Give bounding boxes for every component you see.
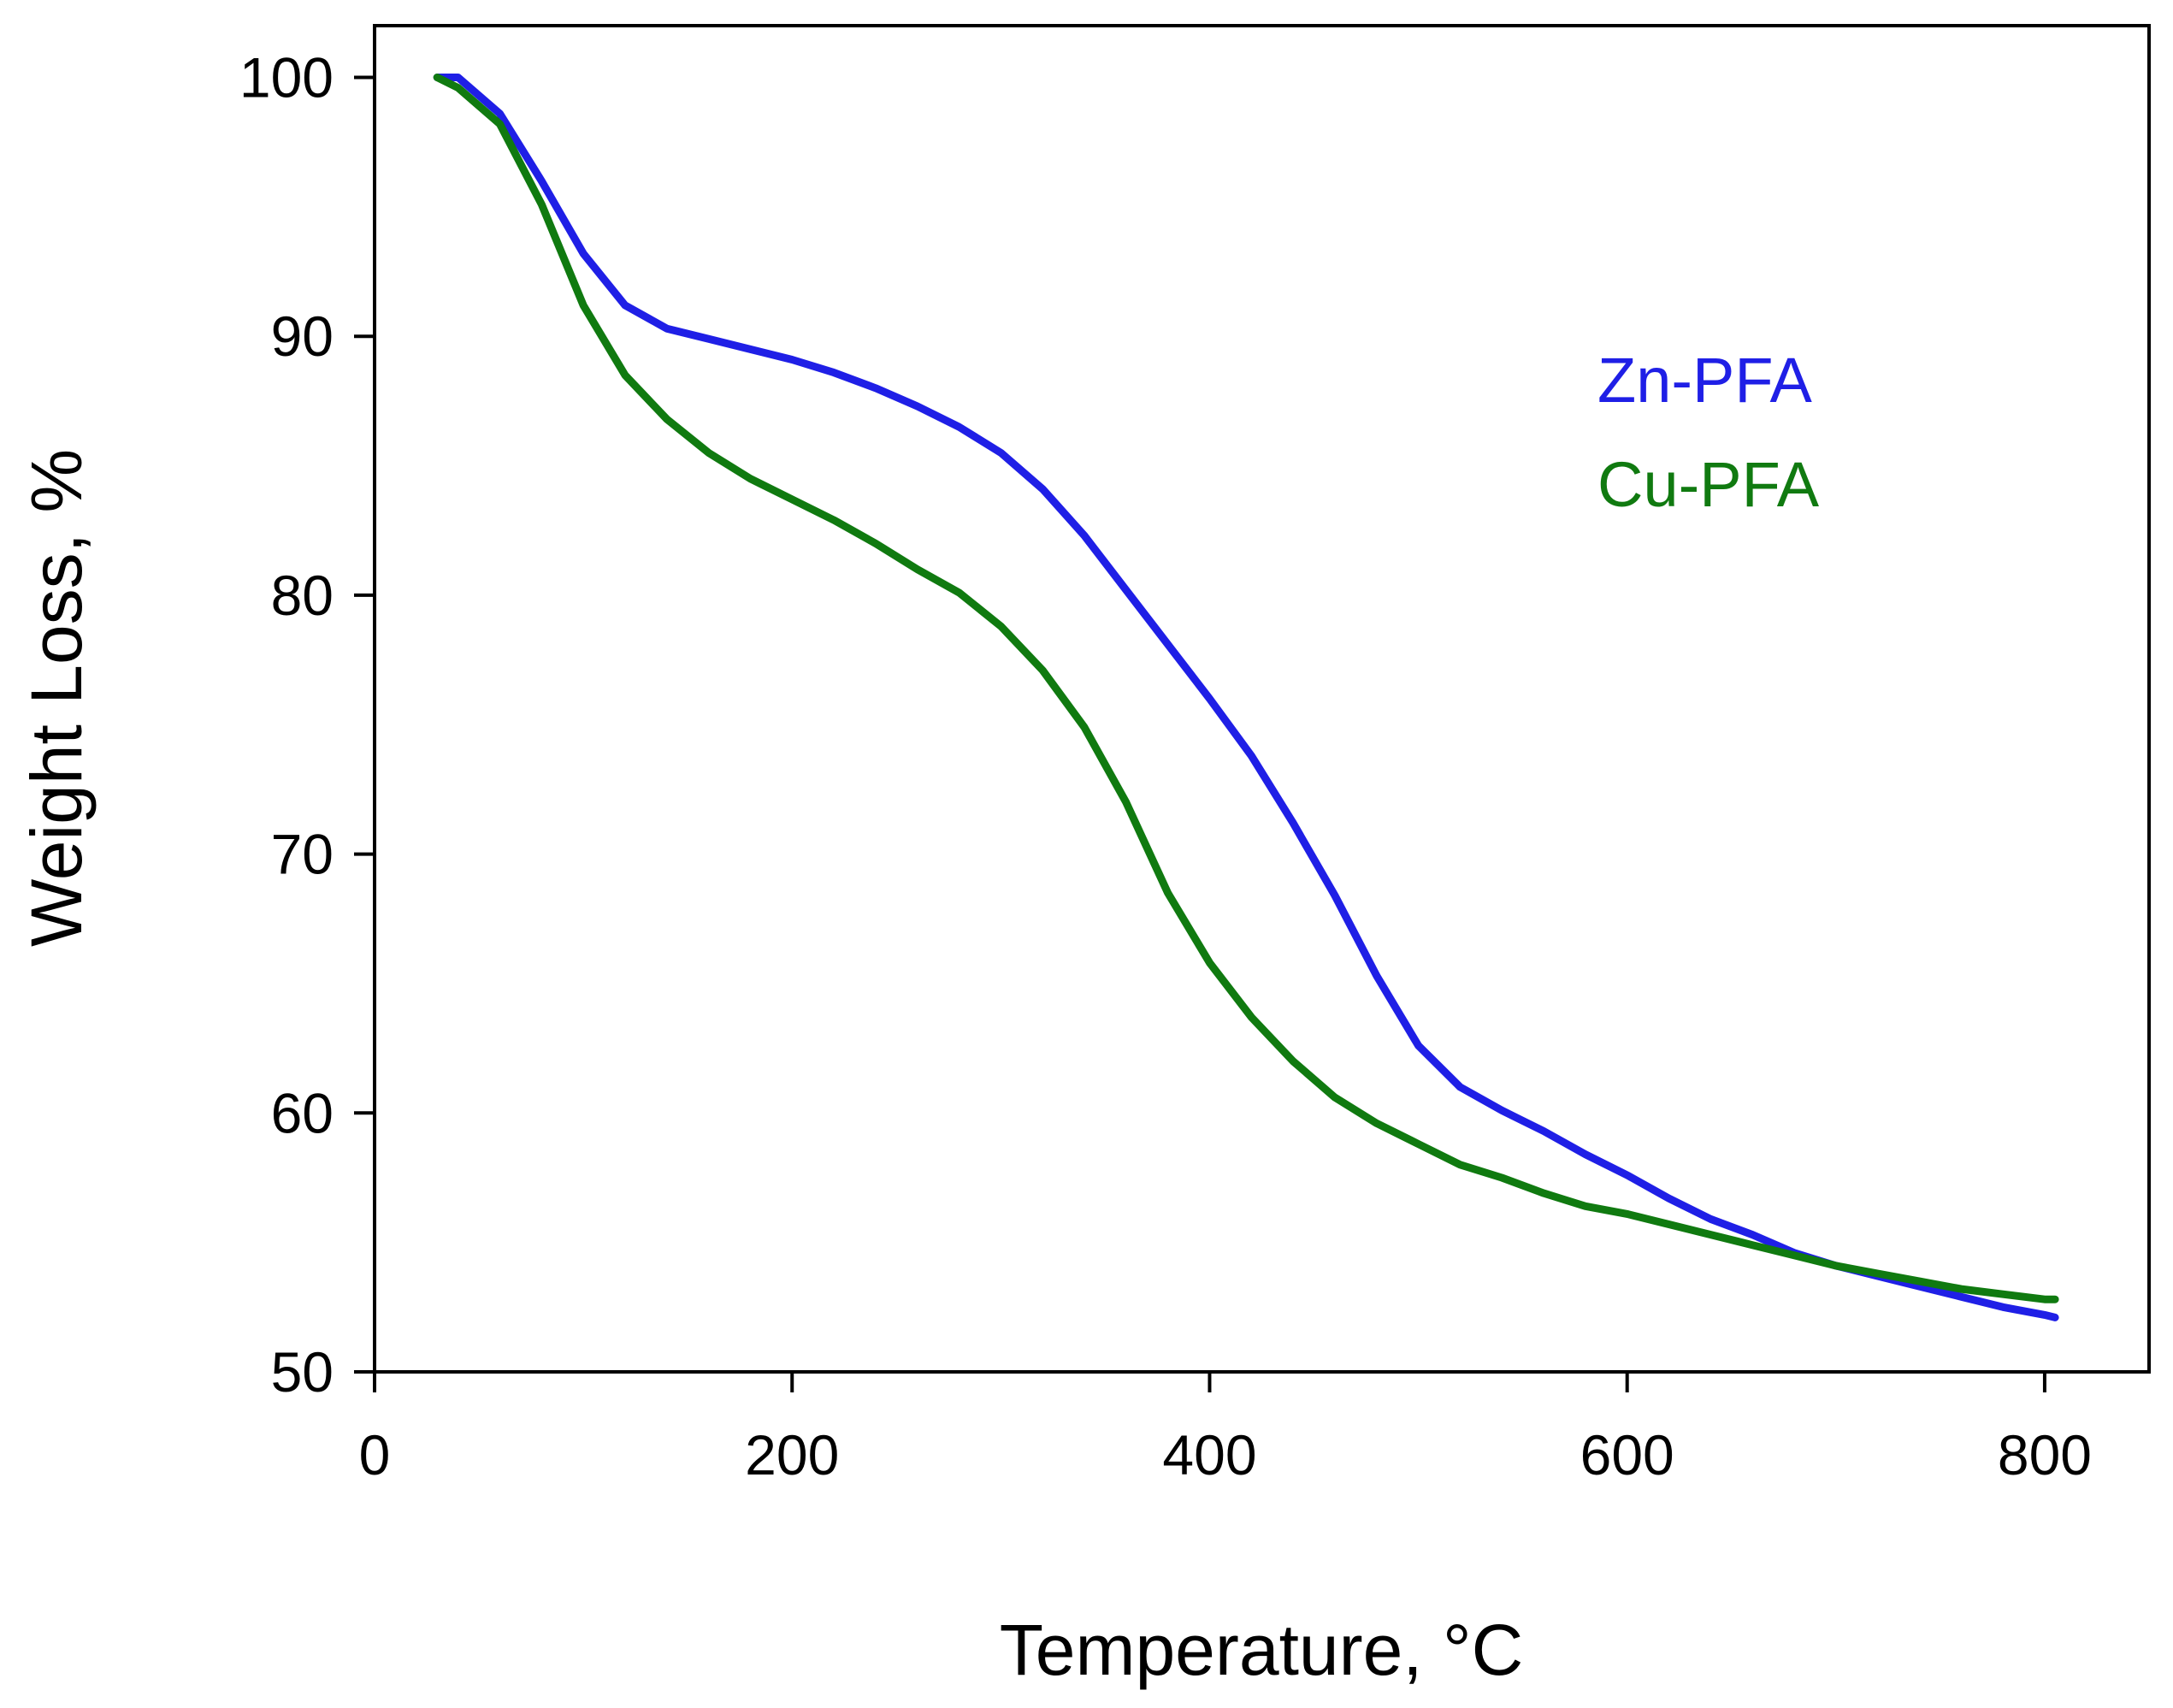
x-tick-label: 400 (1162, 1423, 1256, 1486)
x-tick-label: 800 (1998, 1423, 2092, 1486)
y-tick-label: 90 (271, 304, 334, 368)
x-axis-title: Temperature, °C (1000, 1610, 1524, 1690)
y-axis: 50 60 70 80 90 100 (239, 46, 375, 1404)
legend-cu-pfa: Cu-PFA (1597, 449, 1820, 520)
series-lines (433, 74, 2059, 1321)
plot-frame (373, 24, 2151, 1374)
x-axis: 0 200 400 600 800 (359, 1372, 2092, 1486)
x-tick-label: 0 (359, 1423, 391, 1486)
series-line-cu-pfa (433, 74, 2059, 1303)
x-tick-label: 600 (1580, 1423, 1674, 1486)
y-tick-label: 70 (271, 823, 334, 886)
legend-zn-pfa: Zn-PFA (1597, 345, 1812, 416)
y-tick-label: 100 (239, 46, 334, 109)
series-line-zn-pfa (433, 74, 2059, 1321)
y-tick-label: 80 (271, 564, 334, 627)
y-axis-title: Weight Loss, % (16, 449, 97, 947)
y-tick-label: 60 (271, 1081, 334, 1144)
x-tick-label: 200 (745, 1423, 839, 1486)
y-tick-label: 50 (271, 1340, 334, 1404)
